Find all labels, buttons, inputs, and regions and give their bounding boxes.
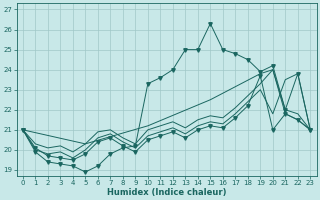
- X-axis label: Humidex (Indice chaleur): Humidex (Indice chaleur): [107, 188, 226, 197]
